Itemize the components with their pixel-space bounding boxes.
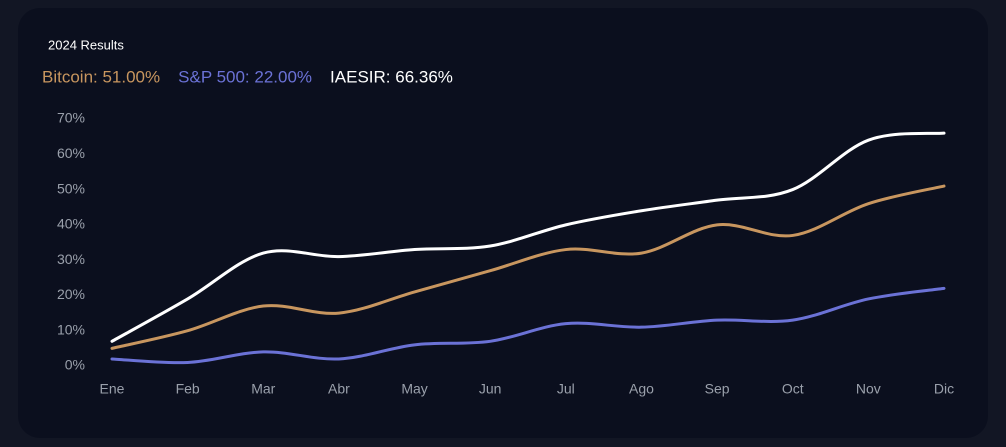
y-tick-label: 10% [57, 321, 85, 337]
x-tick-label: Abr [328, 381, 350, 397]
line [110, 184, 946, 350]
legend-entry: Bitcoin: 51.00% [42, 67, 160, 86]
x-tick-label: Nov [856, 381, 881, 397]
y-tick-label: 60% [57, 145, 85, 161]
y-tick-label: 70% [57, 110, 85, 126]
line [110, 131, 946, 343]
x-tick-label: Feb [176, 381, 200, 397]
x-tick-label: Ago [629, 381, 654, 397]
chart-title: 2024 Results [48, 37, 124, 52]
x-tick-label: Ene [100, 381, 125, 397]
x-tick-label: Mar [251, 381, 275, 397]
y-tick-label: 50% [57, 180, 85, 196]
x-tick-label: Dic [934, 381, 954, 397]
x-tick-label: Jun [479, 381, 502, 397]
x-tick-label: Jul [557, 381, 575, 397]
card [18, 8, 988, 438]
y-tick-label: 20% [57, 286, 85, 302]
y-tick-label: 30% [57, 251, 85, 267]
x-tick-label: Oct [782, 381, 804, 397]
y-tick-label: 0% [65, 357, 85, 373]
legend-entry: S&P 500: 22.00% [178, 67, 312, 86]
legend-entry: IAESIR: 66.36% [330, 67, 453, 86]
x-tick-label: May [401, 381, 427, 397]
y-tick-label: 40% [57, 216, 85, 232]
line [110, 286, 946, 365]
x-tick-label: Sep [705, 381, 730, 397]
